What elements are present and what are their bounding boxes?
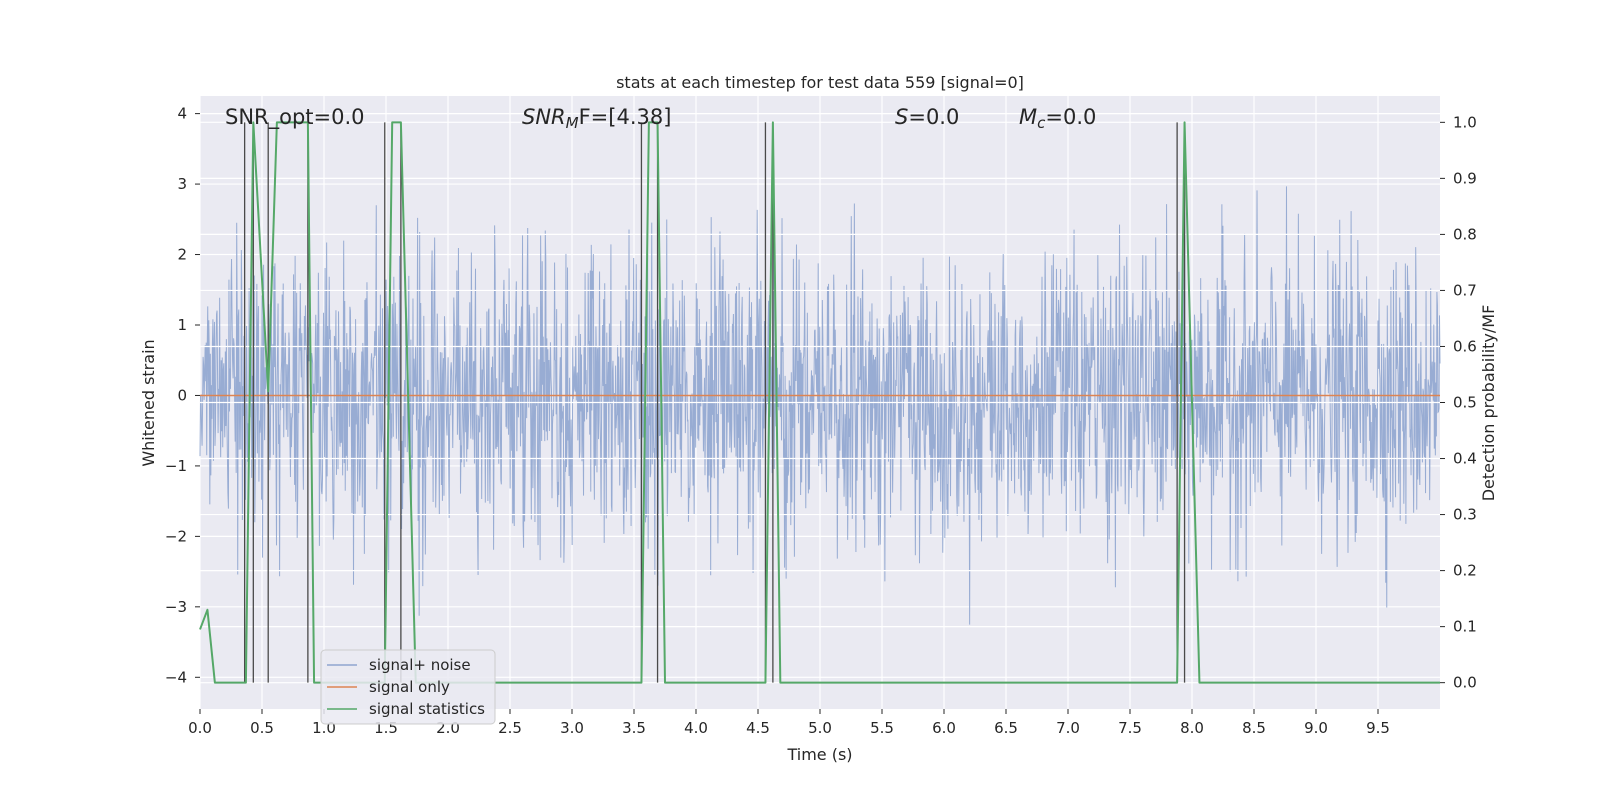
y-tick-label: −2: [165, 527, 187, 545]
x-tick-label: 4.0: [684, 719, 708, 737]
x-tick-label: 5.0: [808, 719, 832, 737]
mc-variable: M: [1019, 105, 1037, 129]
y-right-tick-label: 0.9: [1453, 169, 1477, 187]
annotation-snr-opt: SNR_opt=0.0: [225, 105, 365, 130]
y-tick-label: 3: [177, 175, 187, 193]
snr-mf-value: F=[4.38]: [579, 105, 672, 129]
x-tick-label: 0.5: [250, 719, 274, 737]
x-tick-label: 4.5: [746, 719, 770, 737]
annotation-mc: Mc=0.0: [1019, 105, 1096, 132]
y-right-tick-label: 0.0: [1453, 674, 1477, 692]
y-right-tick-label: 0.2: [1453, 562, 1477, 580]
vertical-lines-layer: [243, 122, 1186, 683]
y-right-tick-label: 0.4: [1453, 450, 1477, 468]
y-tick-label: 4: [177, 105, 187, 123]
s-variable: S: [895, 105, 908, 129]
y-right-tick-label: 0.8: [1453, 225, 1477, 243]
snr-mf-variable: SNR: [522, 105, 566, 129]
legend-label-signal-noise: signal+ noise: [369, 656, 471, 674]
y-right-tick-label: 1.0: [1453, 113, 1477, 131]
y-axis-label: Whitened strain: [139, 339, 158, 466]
mc-value: =0.0: [1045, 105, 1096, 129]
chart-title: stats at each timestep for test data 559…: [616, 73, 1024, 92]
y-right-tick-label: 0.3: [1453, 506, 1477, 524]
x-tick-label: 9.5: [1366, 719, 1390, 737]
x-tick-label: 0.0: [188, 719, 212, 737]
x-tick-label: 8.0: [1180, 719, 1204, 737]
x-tick-label: 7.5: [1118, 719, 1142, 737]
signal-statistics-line: [199, 121, 1440, 684]
y-tick-label: 1: [177, 316, 187, 334]
signal-statistics-series: [199, 121, 1440, 684]
x-axis-label: Time (s): [786, 745, 852, 764]
x-tick-label: 7.0: [1056, 719, 1080, 737]
legend-box: [320, 649, 496, 725]
x-tick-label: 5.5: [870, 719, 894, 737]
y-tick-label: −4: [165, 668, 187, 686]
y-right-tick-label: 0.1: [1453, 618, 1477, 636]
y-right-tick-label: 0.7: [1453, 281, 1477, 299]
y-tick-label: 0: [177, 386, 187, 404]
x-tick-label: 3.5: [622, 719, 646, 737]
snr-mf-subscript: M: [566, 114, 579, 132]
x-tick-label: 6.5: [994, 719, 1018, 737]
ticks-layer: 0.0 0.5 1.0 1.5 2.0 2.5 3.0 3.5 4.0 4.5 5.0 5.5 6.0 6…: [165, 105, 1477, 737]
legend-label-signal-statistics: signal statistics: [369, 700, 485, 718]
y-right-tick-label: 0.6: [1453, 337, 1477, 355]
s-value: =0.0: [908, 105, 959, 129]
y-right-axis-label: Detection probability/MF: [1479, 305, 1498, 502]
mc-subscript: c: [1037, 114, 1046, 132]
legend: signal+ noise signal only signal statist…: [320, 649, 496, 725]
x-tick-label: 9.0: [1304, 719, 1328, 737]
x-tick-label: 2.5: [498, 719, 522, 737]
x-tick-label: 8.5: [1242, 719, 1266, 737]
y-tick-label: −3: [165, 598, 187, 616]
annotation-s: S=0.0: [895, 105, 959, 129]
y-right-tick-label: 0.5: [1453, 394, 1477, 412]
legend-label-signal-only: signal only: [369, 678, 450, 696]
y-tick-label: −1: [165, 457, 187, 475]
x-tick-label: 3.0: [560, 719, 584, 737]
y-tick-label: 2: [177, 246, 187, 264]
annotation-snr-mf: SNRMF=[4.38]: [522, 105, 671, 132]
x-tick-label: 6.0: [932, 719, 956, 737]
